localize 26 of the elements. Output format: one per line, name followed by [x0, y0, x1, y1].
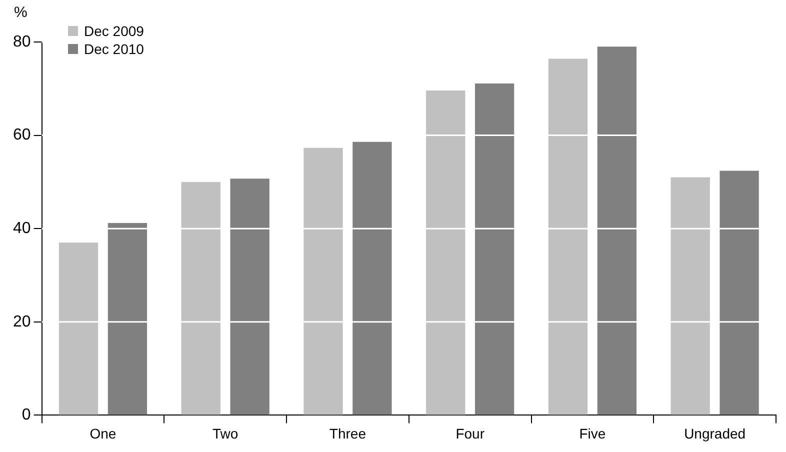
bar	[597, 46, 636, 415]
bar	[548, 58, 588, 415]
bar	[181, 182, 220, 415]
y-tick-label: 0	[22, 406, 31, 424]
legend-label: Dec 2009	[84, 23, 144, 39]
legend-label: Dec 2010	[84, 41, 144, 57]
bar	[474, 84, 514, 415]
bar	[108, 223, 148, 415]
y-tick-label: 40	[13, 220, 31, 238]
y-tick-label: 60	[13, 126, 31, 144]
bar	[352, 142, 392, 415]
bar	[426, 90, 466, 415]
bar	[720, 170, 759, 415]
x-tick-label: Four	[456, 425, 485, 442]
bar	[230, 178, 270, 415]
x-tick-label: One	[90, 425, 116, 442]
y-axis-title: %	[14, 4, 28, 21]
x-tick-label: Five	[579, 425, 606, 442]
x-tick-label: Two	[212, 425, 238, 442]
bar	[58, 242, 98, 415]
bar	[304, 148, 343, 415]
x-tick-label: Three	[329, 425, 366, 442]
y-tick-label: 80	[13, 33, 31, 50]
bar	[670, 177, 710, 415]
y-tick-label: 20	[13, 313, 31, 330]
x-tick-label: Ungraded	[684, 425, 746, 442]
